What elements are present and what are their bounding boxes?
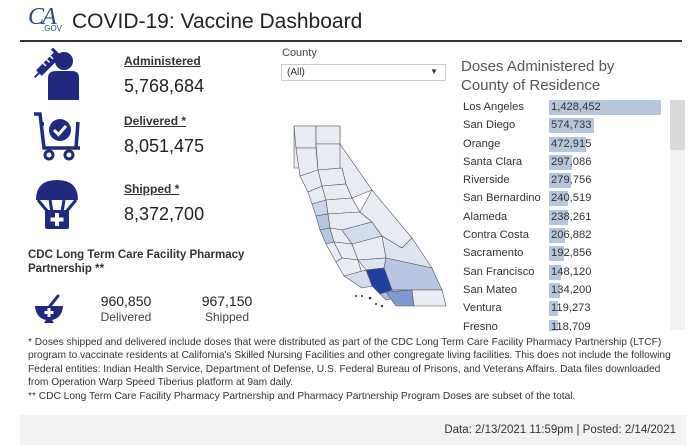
ltc-shipped-label: Shipped — [204, 310, 250, 324]
table-row[interactable]: San Bernardino 240,519 — [461, 190, 666, 208]
dose-bar — [549, 282, 560, 298]
header: CA .GOV COVID-19: Vaccine Dashboard — [20, 0, 682, 42]
kpi-delivered: Delivered * 8,051,475 — [20, 108, 260, 168]
dose-bar — [549, 209, 568, 225]
county-name: Fresno — [463, 320, 498, 331]
dose-count: 472,915 — [551, 137, 592, 150]
ltc-delivered: 960,850 Delivered — [96, 293, 156, 324]
dose-bar — [549, 264, 561, 280]
ltc-partnership-title: CDC Long Term Care Facility Pharmacy Par… — [28, 249, 245, 275]
ltc-shipped-value: 967,150 — [201, 293, 253, 309]
dose-count: 148,120 — [551, 265, 592, 278]
table-row[interactable]: Ventura 119,273 — [461, 300, 666, 318]
footer-bar: Data: 2/13/2021 11:59pm | Posted: 2/14/2… — [20, 415, 686, 445]
california-county-map[interactable] — [282, 118, 452, 308]
dose-bar — [549, 118, 595, 134]
administered-value: 5,768,684 — [124, 76, 205, 96]
dose-count: 279,756 — [551, 174, 592, 187]
dose-count: 238,261 — [551, 210, 592, 223]
doses-title-line1: Doses Administered by — [461, 58, 615, 75]
dose-bar — [549, 136, 587, 152]
county-name: San Mateo — [463, 283, 518, 296]
delivered-value: 8,051,475 — [124, 136, 205, 156]
logo-ca-text: CA — [28, 4, 57, 30]
table-row[interactable]: San Francisco 148,120 — [461, 264, 666, 282]
mortar-pestle-icon — [35, 294, 63, 323]
county-name: Los Angeles — [463, 101, 524, 113]
table-row[interactable]: Riverside 279,756 — [461, 172, 666, 190]
ca-gov-logo[interactable]: CA .GOV — [28, 4, 68, 36]
county-name: Sacramento — [463, 247, 524, 260]
footnote-2: ** CDC Long Term Care Facility Pharmacy … — [28, 390, 576, 402]
dose-count: 206,882 — [551, 229, 592, 242]
kpi-shipped: Shipped * 8,372,700 — [20, 176, 260, 236]
ltc-delivered-value: 960,850 — [100, 293, 152, 309]
shipped-label: Shipped * — [124, 182, 180, 196]
dose-count: 297,086 — [551, 155, 592, 168]
dose-count: 119,273 — [551, 302, 591, 315]
kpi-administered: Administered 5,768,684 — [20, 48, 260, 108]
county-dropdown-value: (All) — [287, 67, 305, 78]
dose-bar — [549, 173, 571, 189]
table-row[interactable]: Fresno 118,709 — [461, 319, 666, 331]
table-row[interactable]: Contra Costa 206,882 — [461, 227, 666, 245]
table-scrollbar-thumb[interactable] — [670, 100, 685, 150]
data-posted-date: Data: 2/13/2021 11:59pm | Posted: 2/14/2… — [444, 424, 676, 436]
table-row[interactable]: Los Angeles 1,428,452 — [461, 99, 666, 117]
dose-count: 118,709 — [551, 320, 591, 331]
footnote-1: * Doses shipped and delivered include do… — [28, 337, 671, 389]
shipped-value: 8,372,700 — [124, 204, 205, 224]
table-row[interactable]: Santa Clara 297,086 — [461, 154, 666, 172]
vaccine-person-icon — [33, 48, 79, 100]
county-name: Alameda — [463, 210, 508, 223]
logo-gov-text: .GOV — [42, 24, 63, 33]
dose-count: 574,733 — [551, 119, 592, 132]
table-scrollbar[interactable] — [670, 100, 685, 330]
ltc-delivered-label: Delivered — [100, 310, 152, 324]
dose-bar — [549, 154, 573, 170]
county-name: San Francisco — [463, 265, 535, 278]
table-row[interactable]: San Diego 574,733 — [461, 117, 666, 135]
county-name: San Diego — [463, 119, 516, 132]
dose-bar — [549, 246, 565, 262]
table-row[interactable]: San Mateo 134,200 — [461, 282, 666, 300]
dose-count: 192,856 — [551, 247, 592, 260]
dose-bar — [549, 100, 661, 115]
table-row[interactable]: Orange 472,915 — [461, 136, 666, 154]
table-row[interactable]: Alameda 238,261 — [461, 209, 666, 227]
table-row[interactable]: Sacramento 192,856 — [461, 245, 666, 263]
doses-title-line2: County of Residence — [461, 77, 601, 94]
county-name: Ventura — [463, 302, 502, 315]
dose-count: 240,519 — [551, 192, 592, 205]
page-title: COVID-19: Vaccine Dashboard — [72, 10, 363, 33]
ltc-shipped: 967,150 Shipped — [196, 293, 258, 324]
dose-count: 1,428,452 — [551, 101, 601, 113]
county-name: Santa Clara — [463, 155, 523, 168]
county-name: Orange — [463, 137, 501, 150]
cart-check-icon — [34, 112, 80, 161]
dose-bar — [549, 301, 559, 317]
doses-by-county-table[interactable]: Los Angeles 1,428,452 San Diego 574,733 Oran… — [461, 99, 666, 331]
county-dropdown[interactable]: (All) ▼ — [281, 64, 446, 81]
dose-bar — [549, 319, 559, 331]
dose-bar — [549, 228, 566, 244]
doses-table-title: Doses Administered by County of Residenc… — [461, 57, 614, 95]
county-name: Riverside — [463, 174, 510, 187]
county-name: San Bernardino — [463, 192, 541, 205]
dose-bar — [549, 191, 568, 207]
dose-count: 134,200 — [551, 283, 592, 296]
county-filter-label: County — [282, 47, 317, 59]
county-name: Contra Costa — [463, 229, 529, 242]
delivered-label: Delivered * — [124, 114, 187, 128]
parachute-medical-icon — [36, 180, 78, 229]
footnotes: * Doses shipped and delivered include do… — [28, 336, 678, 403]
dropdown-arrow-icon: ▼ — [430, 67, 438, 76]
administered-label: Administered — [124, 54, 201, 68]
